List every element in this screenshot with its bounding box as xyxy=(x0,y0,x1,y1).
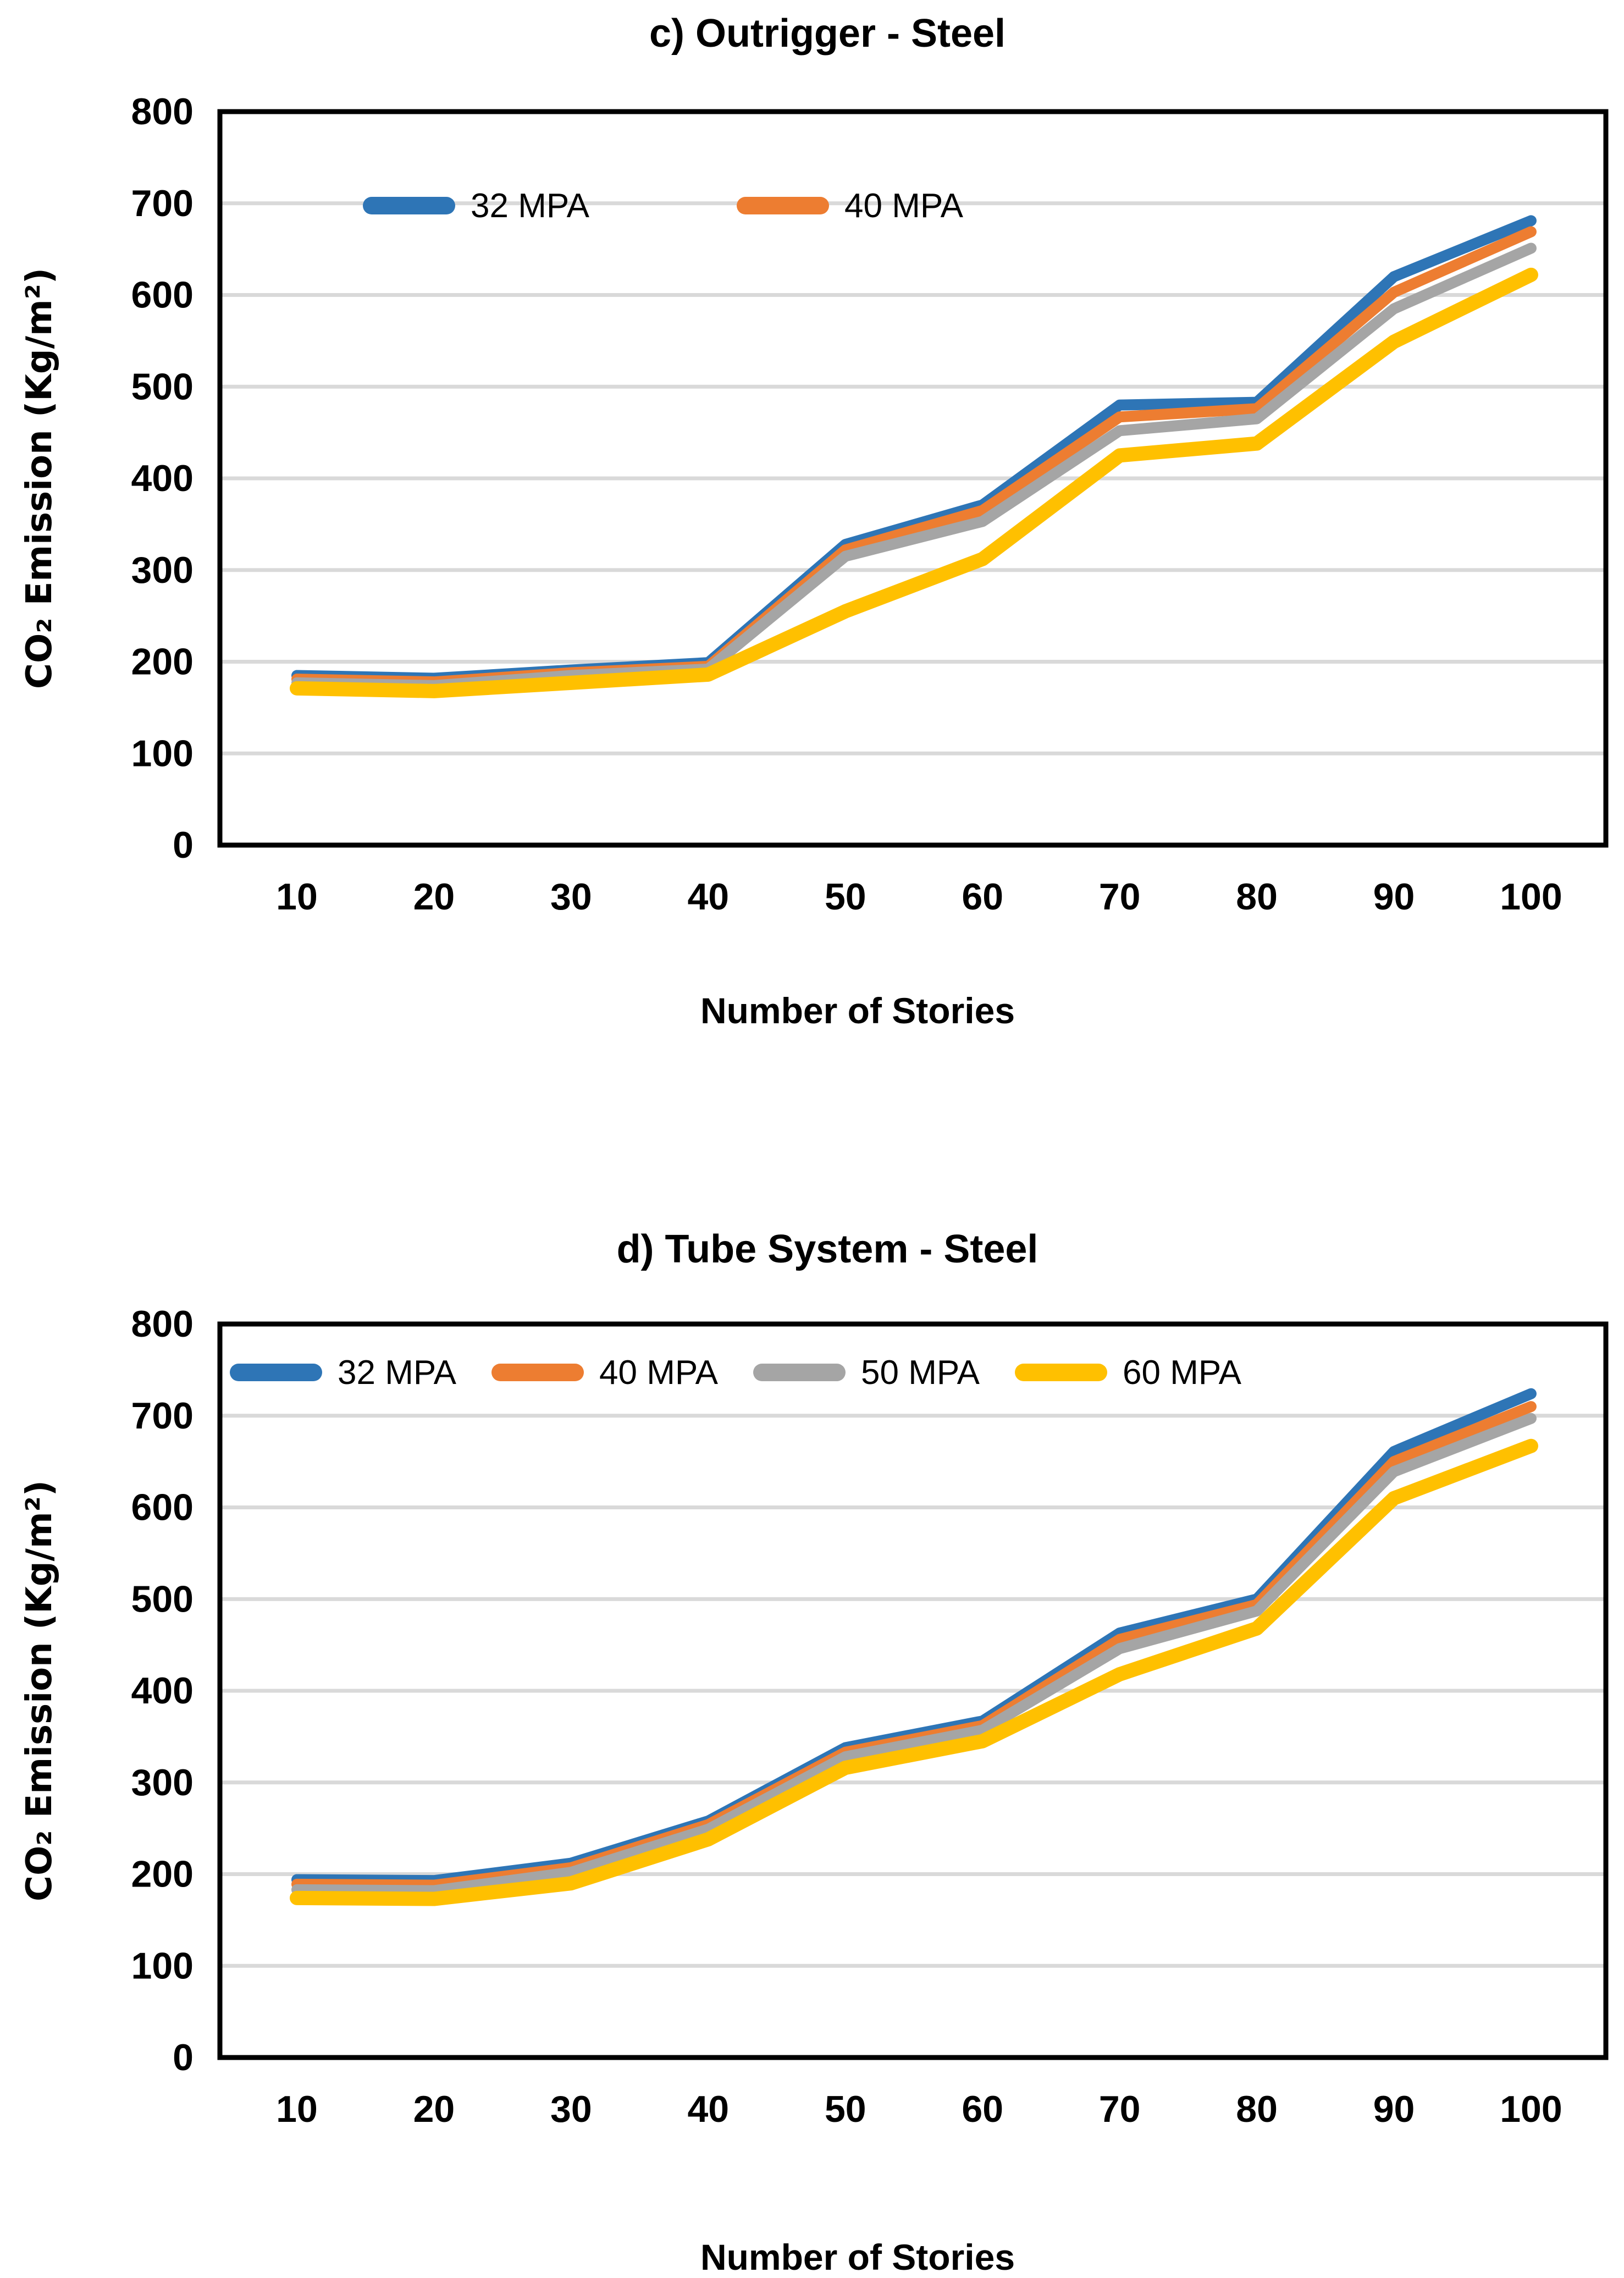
y-tick-label-600: 600 xyxy=(131,274,194,316)
y-tick-label-600: 600 xyxy=(131,1487,194,1529)
legend-item-32-mpa: 32 MPA xyxy=(363,187,590,225)
legend-label: 50 MPA xyxy=(861,1354,980,1392)
y-tick-label-300: 300 xyxy=(131,1762,194,1803)
legend-swatch xyxy=(230,1364,322,1381)
y-tick-label-800: 800 xyxy=(131,1303,194,1345)
legend-swatch xyxy=(491,1364,584,1381)
x-tick-label-100: 100 xyxy=(1500,876,1562,918)
y-tick-label-200: 200 xyxy=(131,641,194,683)
legend-label: 40 MPA xyxy=(599,1354,719,1392)
legend-item-60-mpa: 60 MPA xyxy=(1015,1354,1242,1392)
x-tick-label-80: 80 xyxy=(1236,876,1278,918)
legend-swatch xyxy=(363,197,455,214)
x-tick-label-70: 70 xyxy=(1099,876,1141,918)
x-tick-label-20: 20 xyxy=(413,2088,455,2130)
chart-title: d) Tube System - Steel xyxy=(616,1227,1039,1271)
x-tick-label-40: 40 xyxy=(687,2088,729,2130)
y-tick-label-200: 200 xyxy=(131,1854,194,1895)
legend-item-40-mpa: 40 MPA xyxy=(491,1354,719,1392)
legend-label: 32 MPA xyxy=(338,1354,457,1392)
x-tick-label-20: 20 xyxy=(413,876,455,918)
legend-item-50-mpa: 50 MPA xyxy=(753,1354,980,1392)
x-tick-label-10: 10 xyxy=(276,2088,318,2130)
series-line-40-mpa xyxy=(291,226,1537,688)
legend-swatch xyxy=(737,197,829,214)
x-tick-label-50: 50 xyxy=(825,876,866,918)
y-tick-label-500: 500 xyxy=(131,366,194,407)
y-tick-label-0: 0 xyxy=(173,824,194,866)
y-tick-label-400: 400 xyxy=(131,457,194,499)
x-tick-label-60: 60 xyxy=(962,2088,1003,2130)
series-line-60-mpa xyxy=(290,1438,1538,1906)
legend-label: 60 MPA xyxy=(1123,1354,1242,1392)
x-axis-title: Number of Stories xyxy=(700,990,1015,1031)
legend-swatch xyxy=(753,1364,846,1381)
series-line-40-mpa xyxy=(291,1401,1537,1891)
chart-panel-tube-system-steel: d) Tube System - Steel CO₂ Emission (Kg/… xyxy=(0,1139,1624,2277)
series-line-32-mpa xyxy=(291,215,1537,684)
y-tick-label-700: 700 xyxy=(131,1395,194,1437)
chart-panel-outrigger-steel: c) Outrigger - Steel CO₂ Emission (Kg/m²… xyxy=(19,12,1609,1031)
x-tick-label-50: 50 xyxy=(825,2088,866,2130)
x-tick-label-10: 10 xyxy=(276,876,318,918)
x-tick-label-80: 80 xyxy=(1236,2088,1278,2130)
x-tick-label-60: 60 xyxy=(962,876,1003,918)
line-chart-outrigger-steel: 800 700 600 500 400 300 200 100 0 10 20 30 40 50 60 70 8… xyxy=(131,91,1609,918)
plot-border xyxy=(217,109,1609,848)
y-tick-label-100: 100 xyxy=(131,732,194,774)
series-line-50-mpa xyxy=(291,1413,1537,1896)
y-tick-label-100: 100 xyxy=(131,1945,194,1987)
x-tick-label-40: 40 xyxy=(687,876,729,918)
x-tick-label-90: 90 xyxy=(1373,2088,1415,2130)
series-line-60-mpa xyxy=(290,267,1538,698)
x-tick-label-70: 70 xyxy=(1099,2088,1141,2130)
chart-title: c) Outrigger - Steel xyxy=(649,12,1006,56)
y-tick-label-400: 400 xyxy=(131,1670,194,1712)
legend-item-32-mpa: 32 MPA xyxy=(230,1354,457,1392)
y-tick-label-0: 0 xyxy=(173,2037,194,2078)
y-tick-label-500: 500 xyxy=(131,1578,194,1620)
x-tick-label-90: 90 xyxy=(1373,876,1415,918)
x-tick-label-100: 100 xyxy=(1500,2088,1562,2130)
legend-item-40-mpa: 40 MPA xyxy=(737,187,964,225)
y-tick-label-800: 800 xyxy=(131,91,194,133)
legend-label: 40 MPA xyxy=(844,187,964,225)
y-tick-label-300: 300 xyxy=(131,549,194,591)
legend-label: 32 MPA xyxy=(471,187,590,225)
line-chart-tube-system-steel: 800 700 600 500 400 300 200 100 0 10 20 30 40 50 60 70 8… xyxy=(131,1303,1609,2130)
plot-border xyxy=(217,1321,1609,2060)
legend-swatch xyxy=(1015,1364,1107,1381)
x-axis-title: Number of Stories xyxy=(700,2237,1015,2277)
x-tick-label-30: 30 xyxy=(550,876,592,918)
x-tick-label-30: 30 xyxy=(550,2088,592,2130)
series-line-32-mpa xyxy=(291,1388,1537,1887)
y-tick-label-700: 700 xyxy=(131,183,194,224)
